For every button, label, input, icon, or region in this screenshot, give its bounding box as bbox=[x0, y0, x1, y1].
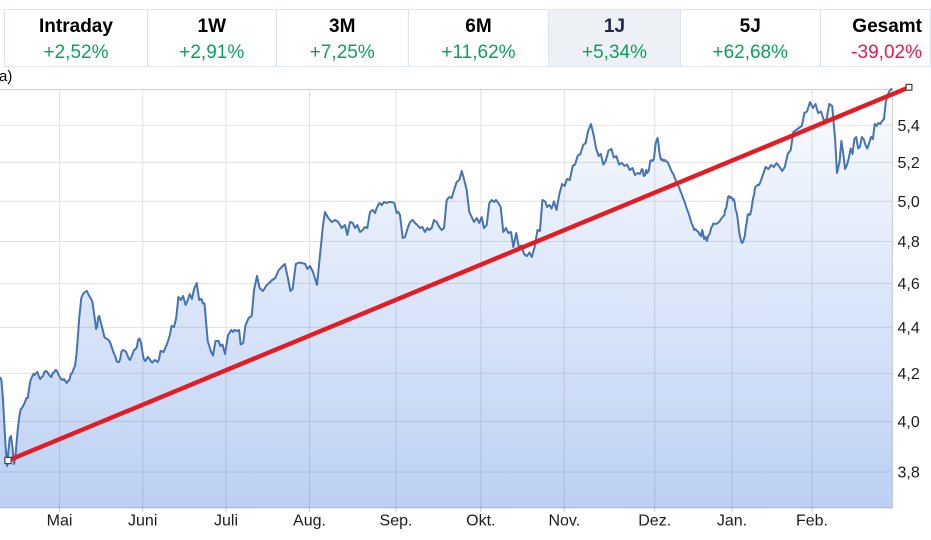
svg-text:5,0: 5,0 bbox=[898, 194, 920, 211]
svg-text:4,8: 4,8 bbox=[898, 234, 920, 251]
svg-text:5,2: 5,2 bbox=[898, 155, 920, 172]
svg-text:Aug.: Aug. bbox=[293, 513, 326, 530]
svg-text:Juni: Juni bbox=[128, 513, 157, 530]
svg-text:Juli: Juli bbox=[214, 513, 238, 530]
svg-text:Dez.: Dez. bbox=[638, 513, 671, 530]
svg-text:4,0: 4,0 bbox=[898, 414, 920, 431]
svg-text:Feb.: Feb. bbox=[796, 513, 828, 530]
svg-text:Mai: Mai bbox=[47, 513, 73, 530]
svg-text:Jan.: Jan. bbox=[717, 513, 747, 530]
svg-text:4,6: 4,6 bbox=[898, 276, 920, 293]
svg-text:5,4: 5,4 bbox=[898, 118, 920, 135]
svg-text:4,2: 4,2 bbox=[898, 366, 920, 383]
svg-text:4,4: 4,4 bbox=[898, 320, 920, 337]
svg-text:Sep.: Sep. bbox=[380, 513, 413, 530]
svg-text:Nov.: Nov. bbox=[548, 513, 580, 530]
svg-text:3,8: 3,8 bbox=[898, 465, 920, 482]
svg-text:Okt.: Okt. bbox=[466, 513, 495, 530]
